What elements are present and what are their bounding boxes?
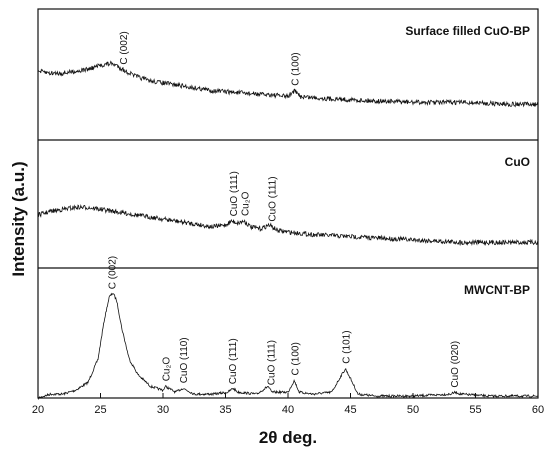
peak-label: CuO (020) — [450, 341, 461, 388]
series-group — [37, 60, 539, 401]
x-tick-label: 40 — [282, 404, 294, 416]
peak-label: CuO (111) — [268, 176, 279, 221]
x-tick-label: 30 — [157, 404, 169, 416]
peak-label: Cu₂O — [240, 191, 251, 216]
x-tick-label: 55 — [469, 404, 481, 416]
x-axis-ticks: 20 25 30 35 40 45 50 55 60 — [32, 393, 544, 416]
peak-label: C (002) — [108, 256, 119, 289]
peak-annotations: C (002)Cu₂O CuO (110) CuO (1̄11) CuO (111) C… — [108, 31, 461, 387]
peak-label: CuO (1̄11) — [228, 338, 239, 384]
x-tick-label: 35 — [219, 404, 231, 416]
peak-label: CuO (111) — [267, 340, 278, 385]
series-line-1 — [37, 204, 539, 247]
plot-frame — [37, 8, 539, 399]
series-label: CuO — [505, 155, 530, 169]
x-axis-title: 2θ deg. — [259, 428, 317, 447]
peak-label: C (100) — [290, 52, 301, 85]
peak-label: C (002) — [119, 31, 130, 64]
series-line-2 — [37, 60, 539, 108]
x-tick-label: 45 — [344, 404, 356, 416]
y-axis-title: Intensity (a.u.) — [9, 161, 28, 276]
peak-label: Cu₂O — [162, 357, 173, 382]
x-tick-label: 25 — [94, 404, 106, 416]
x-tick-label: 50 — [407, 404, 419, 416]
plot-border — [37, 8, 539, 399]
series-label: Surface filled CuO-BP — [405, 24, 530, 38]
peak-label: C (101) — [342, 330, 353, 363]
panel-labels: Surface filled CuO-BP CuO MWCNT-BP — [405, 24, 530, 297]
peak-label: C (100) — [290, 342, 301, 375]
series-label: MWCNT-BP — [464, 283, 530, 297]
series-line-0 — [37, 292, 539, 401]
peak-label: CuO (111) — [229, 171, 240, 216]
peak-label: CuO (110) — [179, 337, 190, 383]
x-tick-label: 60 — [532, 404, 544, 416]
x-tick-label: 20 — [32, 404, 44, 416]
